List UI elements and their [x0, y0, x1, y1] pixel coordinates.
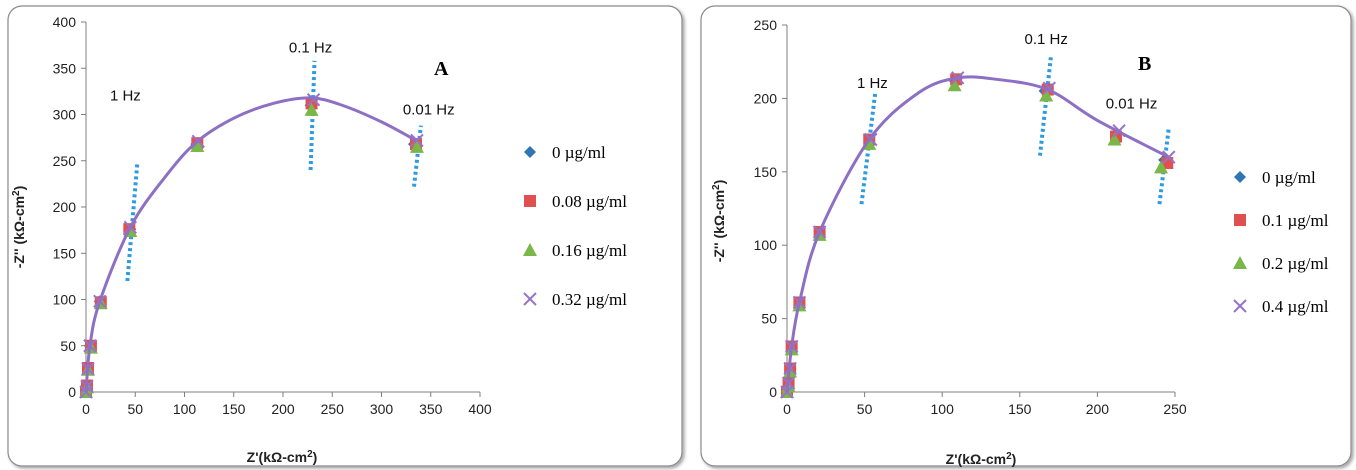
chart-b-legend: 0 µg/ml 0.1 µg/ml 0.2 µg/ml 0.4 µg/ml: [1233, 168, 1329, 316]
chart-a-ytick-labels: 0 50 100 150 200 250 300 350 400: [53, 14, 77, 400]
a-ytick-label: 200: [53, 199, 77, 215]
a-ytick-label: 300: [53, 107, 77, 123]
b-ytick-label: 200: [754, 90, 778, 106]
b-series1-point: [1161, 156, 1174, 169]
b-series2-point: [947, 78, 962, 92]
a-ytick-label: 50: [60, 338, 76, 354]
b-frequency-marker-line: [1037, 57, 1053, 156]
chart-a-legend: 0 µg/ml 0.08 µg/ml 0.16 µg/ml 0.32 µg/ml: [523, 143, 627, 309]
a-series3-point: [410, 133, 424, 148]
a-xtick-label: 200: [271, 401, 295, 417]
a-frequency-label: 0.01 Hz: [403, 102, 455, 119]
a-xtick-label: 400: [468, 401, 492, 417]
chart-a-y-axis-label: -Z'' (kΩ-cm2): [11, 186, 28, 269]
a-frequency-marker-line: [412, 125, 423, 187]
a-xtick-label: 300: [370, 401, 394, 417]
b-frequency-label: 0.1 Hz: [1025, 31, 1068, 48]
a-series2-point: [409, 139, 424, 153]
a-xtick-label: 100: [173, 401, 197, 417]
a-series2-point: [190, 138, 205, 152]
b-xtick-label: 200: [1086, 401, 1110, 417]
b-legend-label: 0.4 µg/ml: [1262, 297, 1329, 316]
chart-a-panel-label: A: [434, 58, 449, 80]
chart-a-fit-curve: [84, 96, 417, 393]
a-legend-marker: [524, 146, 536, 158]
a-legend-label: 0.16 µg/ml: [552, 241, 627, 260]
a-frequency-marker-line: [125, 164, 140, 282]
chart-b-y-axis-label: -Z'' (kΩ-cm2): [711, 180, 728, 263]
b-frequency-label: 0.01 Hz: [1106, 96, 1158, 113]
a-ytick-label: 150: [53, 245, 77, 261]
b-xtick-label: 250: [1163, 401, 1187, 417]
a-xtick-label: 150: [222, 401, 246, 417]
chart-a-frame: [7, 5, 683, 467]
chart-b: 0 50 100 150 200 250 0 50 100 150 200 250 1 Hz 0.1 …: [700, 5, 1352, 468]
chart-b-panel-label: B: [1138, 53, 1151, 75]
b-ytick-label: 50: [761, 311, 777, 327]
b-series2-point: [1107, 132, 1122, 146]
b-series2-point: [1154, 160, 1169, 174]
a-xtick-label: 250: [321, 401, 345, 417]
b-xtick-label: 150: [1008, 401, 1032, 417]
b-ytick-label: 100: [754, 237, 778, 253]
chart-b-frame: [700, 5, 1352, 467]
b-legend-marker: [1234, 171, 1246, 183]
a-legend-marker: [524, 195, 536, 207]
chart-b-fit-curve: [785, 75, 1170, 393]
b-legend-marker: [1234, 214, 1246, 226]
a-xtick-label: 350: [419, 401, 443, 417]
b-legend-label: 0 µg/ml: [1262, 168, 1316, 187]
a-series2-point: [304, 102, 319, 116]
chart-a: 0 50 100 150 200 250 300 350 400 0 50 100 150 200 250…: [7, 5, 683, 467]
a-legend-label: 0.32 µg/ml: [552, 290, 627, 309]
b-ytick-label: 0: [769, 384, 777, 400]
a-frequency-label: 1 Hz: [110, 88, 141, 105]
b-ytick-label: 250: [754, 17, 778, 33]
b-legend-label: 0.1 µg/ml: [1262, 211, 1329, 230]
b-xtick-label: 50: [857, 401, 873, 417]
chart-a-xtick-labels: 0 50 100 150 200 250 300 350 400: [82, 401, 492, 417]
b-legend-marker: [1233, 299, 1247, 313]
a-xtick-label: 0: [82, 401, 90, 417]
a-legend-marker: [523, 243, 537, 256]
a-frequency-label: 0.1 Hz: [289, 40, 332, 57]
b-legend-label: 0.2 µg/ml: [1262, 254, 1329, 273]
b-xtick-label: 0: [783, 401, 791, 417]
chart-a-annotation-labels: 1 Hz 0.1 Hz 0.01 Hz: [110, 40, 455, 119]
a-ytick-label: 400: [53, 14, 77, 30]
a-series3-point: [306, 92, 321, 107]
a-ytick-label: 350: [53, 60, 77, 76]
chart-b-annotation-labels: 1 Hz 0.1 Hz 0.01 Hz: [857, 31, 1157, 113]
chart-b-ytick-labels: 0 50 100 150 200 250: [754, 17, 778, 400]
a-legend-marker: [523, 292, 537, 306]
b-legend-marker: [1233, 256, 1247, 269]
b-series2-point: [1039, 88, 1054, 102]
chart-b-grid-axes: [782, 24, 1176, 397]
a-ytick-label: 250: [53, 153, 77, 169]
a-xtick-label: 50: [127, 401, 143, 417]
b-frequency-label: 1 Hz: [857, 75, 888, 92]
a-legend-label: 0.08 µg/ml: [552, 192, 627, 211]
chart-b-x-axis-label: Z'(kΩ-cm2): [946, 451, 1017, 468]
b-xtick-label: 100: [931, 401, 955, 417]
a-ytick-label: 100: [53, 292, 77, 308]
b-ytick-label: 150: [754, 164, 778, 180]
a-ytick-label: 0: [68, 384, 76, 400]
chart-a-x-axis-label: Z'(kΩ-cm2): [247, 449, 318, 466]
chart-b-xtick-labels: 0 50 100 150 200 250: [783, 401, 1187, 417]
a-legend-label: 0 µg/ml: [552, 143, 606, 162]
